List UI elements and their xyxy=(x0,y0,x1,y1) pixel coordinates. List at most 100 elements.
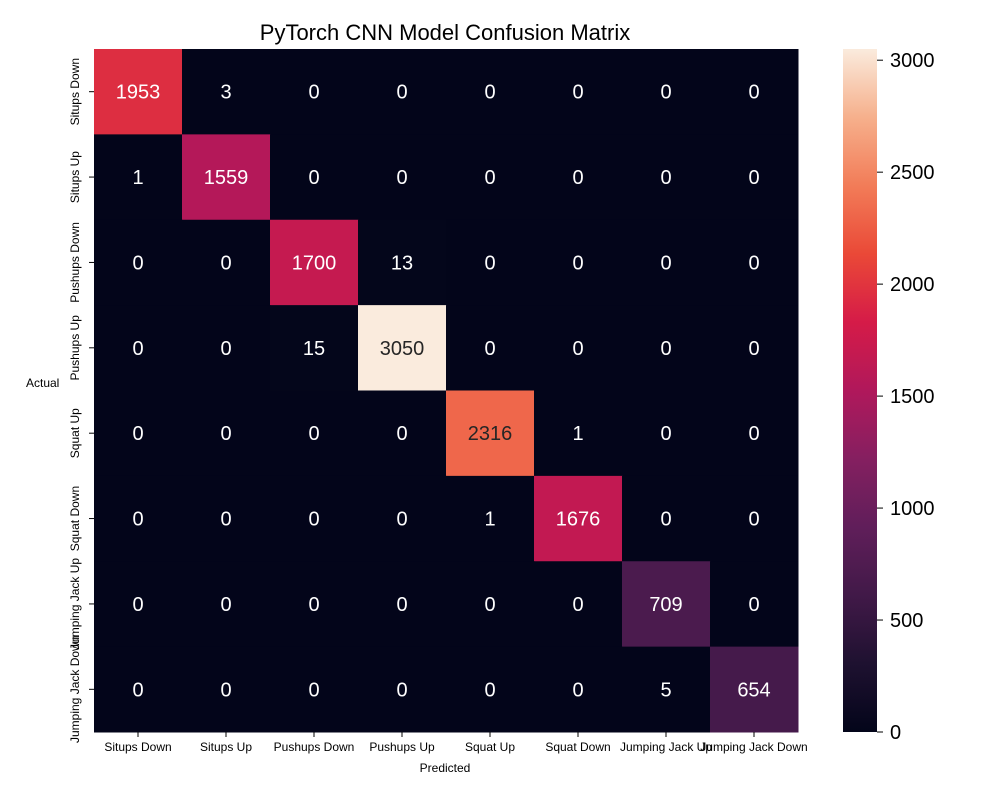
cell-value-label: 0 xyxy=(132,252,143,274)
cell-value-label: 0 xyxy=(484,594,495,616)
cell-value-label: 0 xyxy=(660,167,671,189)
heatmap-cell xyxy=(710,134,799,221)
colorbar-tick-label: 2000 xyxy=(890,274,935,296)
heatmap-cell xyxy=(358,475,447,562)
cell-value-label: 0 xyxy=(132,338,143,360)
heatmap-cell xyxy=(270,134,359,221)
cell-value-label: 2316 xyxy=(468,423,513,445)
cell-value-label: 0 xyxy=(572,252,583,274)
cell-value-label: 0 xyxy=(660,338,671,360)
colorbar-tick-label: 3000 xyxy=(890,50,935,72)
x-tick-label: Jumping Jack Down xyxy=(700,740,807,754)
heatmap-cell xyxy=(534,475,623,562)
heatmap-cell xyxy=(534,134,623,221)
cell-value-label: 654 xyxy=(737,679,770,701)
cell-value-label: 0 xyxy=(132,509,143,531)
x-tick-label: Squat Down xyxy=(545,740,610,754)
heatmap-cell xyxy=(534,219,623,306)
cell-value-label: 0 xyxy=(572,167,583,189)
cell-value-label: 0 xyxy=(660,82,671,104)
heatmap-cell xyxy=(622,134,711,221)
heatmap-cell xyxy=(182,219,271,306)
heatmap-cell xyxy=(534,390,623,477)
cell-value-label: 15 xyxy=(303,338,325,360)
colorbar-tick-label: 0 xyxy=(890,722,901,744)
cell-value-label: 0 xyxy=(748,167,759,189)
heatmap-cell xyxy=(446,390,535,477)
y-tick-label: Jumping Jack Down xyxy=(68,636,82,743)
y-tick-label: Squat Down xyxy=(68,486,82,551)
cell-value-label: 3050 xyxy=(380,338,425,360)
cell-value-label: 0 xyxy=(660,423,671,445)
cell-value-label: 0 xyxy=(396,423,407,445)
heatmap-cell xyxy=(710,305,799,391)
cell-value-label: 1 xyxy=(572,423,583,445)
heatmap-cell xyxy=(622,646,711,733)
cell-value-label: 1676 xyxy=(556,509,601,531)
cell-value-label: 0 xyxy=(220,338,231,360)
heatmap-cell xyxy=(622,49,711,135)
cell-value-label: 1 xyxy=(484,509,495,531)
cell-value-label: 3 xyxy=(220,82,231,104)
chart-title: PyTorch CNN Model Confusion Matrix xyxy=(260,20,630,45)
heatmap-cell xyxy=(710,475,799,562)
x-tick-label: Situps Down xyxy=(104,740,171,754)
cell-value-label: 709 xyxy=(649,594,682,616)
heatmap-cell xyxy=(446,134,535,221)
cell-value-label: 0 xyxy=(572,82,583,104)
cell-value-label: 0 xyxy=(660,252,671,274)
heatmap-cell xyxy=(622,219,711,306)
heatmap-cell xyxy=(446,305,535,391)
y-tick-label: Situps Up xyxy=(68,151,82,203)
heatmap-cell xyxy=(446,475,535,562)
heatmap-cell xyxy=(446,219,535,306)
heatmap-cell xyxy=(534,646,623,733)
heatmap-cell xyxy=(182,390,271,477)
heatmap-cell xyxy=(358,219,447,306)
heatmap-cell xyxy=(710,646,799,733)
cell-value-label: 0 xyxy=(220,252,231,274)
heatmap-cell xyxy=(270,475,359,562)
cell-value-label: 0 xyxy=(396,82,407,104)
cell-value-label: 0 xyxy=(484,679,495,701)
heatmap-cell xyxy=(446,646,535,733)
heatmap-cell xyxy=(94,646,183,733)
cell-value-label: 1700 xyxy=(292,252,337,274)
heatmap-cell xyxy=(622,561,711,648)
heatmap-cell xyxy=(710,390,799,477)
x-axis-label: Predicted xyxy=(420,761,471,775)
cell-value-label: 1 xyxy=(132,167,143,189)
x-tick-label: Situps Up xyxy=(200,740,252,754)
heatmap-cell xyxy=(182,134,271,221)
cell-value-label: 0 xyxy=(308,509,319,531)
cell-value-label: 0 xyxy=(308,423,319,445)
heatmap-cell xyxy=(94,219,183,306)
heatmap-cell xyxy=(622,475,711,562)
heatmap-cell xyxy=(182,475,271,562)
heatmap-cell xyxy=(270,561,359,648)
cell-value-label: 0 xyxy=(748,594,759,616)
cell-value-label: 0 xyxy=(308,167,319,189)
cell-value-label: 0 xyxy=(484,167,495,189)
cell-value-label: 0 xyxy=(132,679,143,701)
heatmap-cell xyxy=(710,219,799,306)
heatmap-cell xyxy=(534,561,623,648)
x-tick-label: Squat Up xyxy=(465,740,515,754)
x-axis-ticks: Situps Down Situps Up Pushups Down Pushups … xyxy=(104,732,808,754)
heatmap-cell xyxy=(270,305,359,391)
heatmap-cell xyxy=(358,305,447,391)
heatmap-cell xyxy=(358,49,447,135)
cell-value-label: 0 xyxy=(220,423,231,445)
cell-value-label: 0 xyxy=(308,82,319,104)
cell-value-label: 1953 xyxy=(116,82,161,104)
cell-value-label: 0 xyxy=(748,509,759,531)
cell-value-label: 0 xyxy=(748,252,759,274)
cell-value-label: 0 xyxy=(220,509,231,531)
heatmap-cell xyxy=(182,49,271,135)
heatmap-cell xyxy=(358,390,447,477)
heatmap-cells: 1953 3 0 0 0 0 0 01 1559 0 0 0 0 0 00 0 1700 13 0 0 0 00 0 15 30… xyxy=(94,49,799,733)
y-tick-label: Pushups Up xyxy=(68,315,82,381)
cell-value-label: 1559 xyxy=(204,167,249,189)
heatmap-cell xyxy=(270,646,359,733)
cell-value-label: 0 xyxy=(132,423,143,445)
